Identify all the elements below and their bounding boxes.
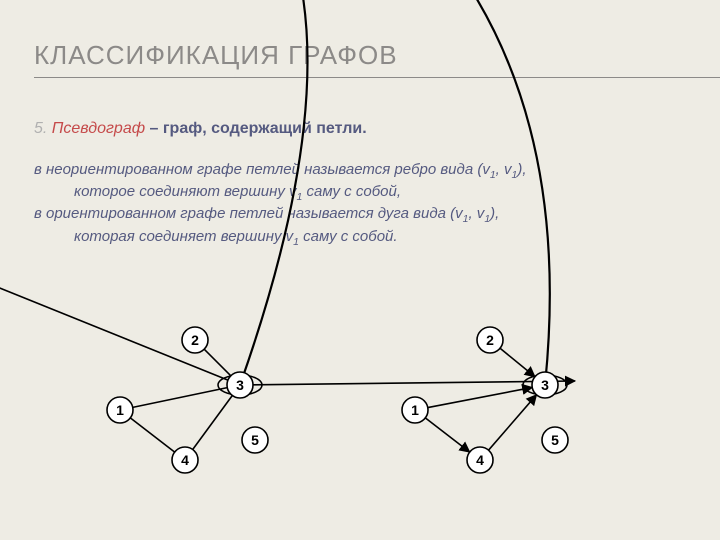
- node-label-2: 2: [191, 332, 199, 348]
- edge: [428, 387, 532, 407]
- edge: [133, 388, 228, 408]
- edge: [489, 395, 537, 450]
- node-label-5: 5: [551, 432, 559, 448]
- edge: [130, 418, 174, 452]
- edge: [253, 381, 575, 385]
- edge-curve: [465, 0, 550, 385]
- node-label-3: 3: [236, 377, 244, 393]
- node-label-2: 2: [486, 332, 494, 348]
- node-label-5: 5: [251, 432, 259, 448]
- graph-canvas: 1 2 3 4 5 1 2 3 4 5: [0, 0, 720, 540]
- edge-curve: [240, 0, 308, 385]
- node-label-4: 4: [476, 452, 484, 468]
- node-label-1: 1: [116, 402, 124, 418]
- node-label-1: 1: [411, 402, 419, 418]
- edge: [425, 418, 469, 452]
- edge: [193, 395, 233, 449]
- node-label-4: 4: [181, 452, 189, 468]
- node-label-3: 3: [541, 377, 549, 393]
- edge: [500, 348, 535, 377]
